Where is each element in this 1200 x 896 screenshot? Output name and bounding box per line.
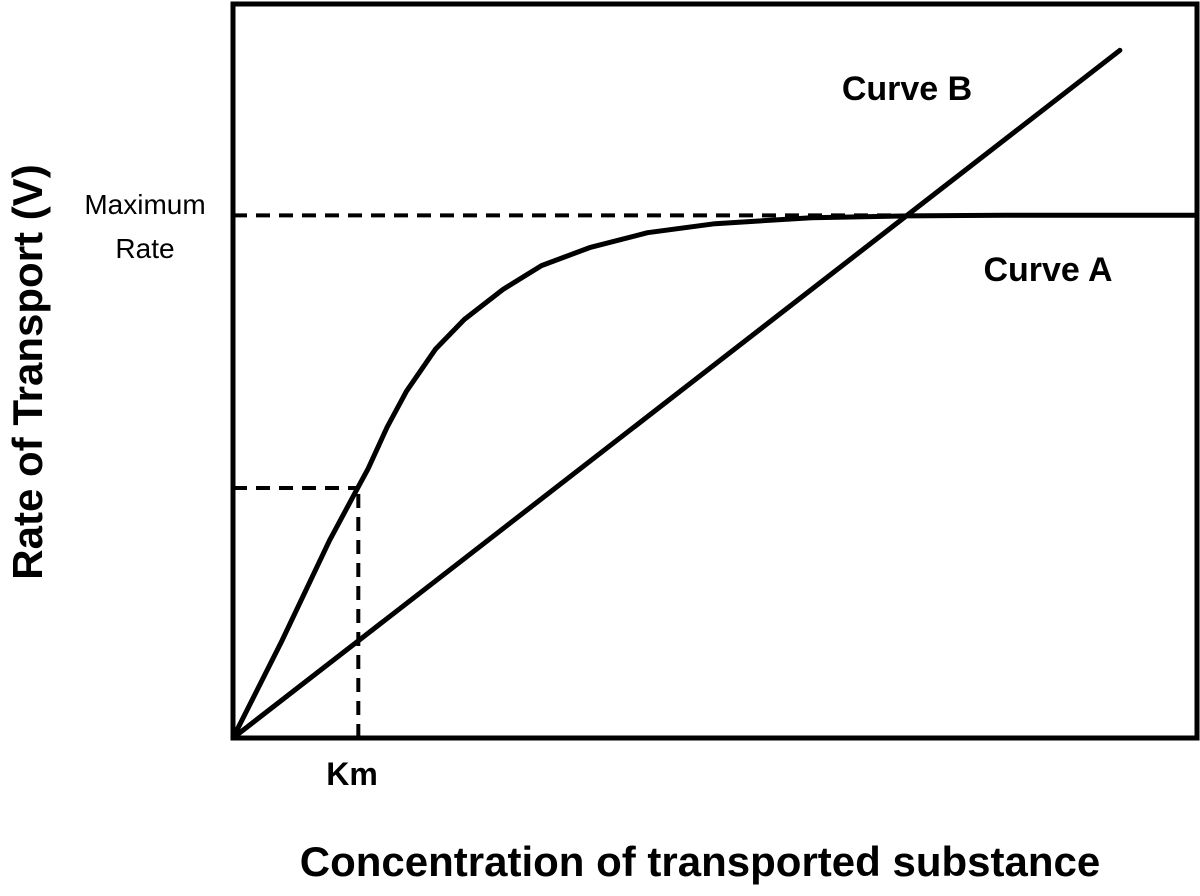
km-label: Km [326, 756, 378, 792]
series-lines [230, 47, 1200, 741]
series-line-b [230, 47, 1123, 741]
chart-frame [230, 1, 1200, 741]
series-line-a [230, 212, 1200, 741]
maximum-rate-label-line2: Rate [115, 233, 174, 264]
x-axis-label: Concentration of transported substance [300, 838, 1100, 885]
y-axis-label: Rate of Transport (V) [4, 164, 51, 579]
curve-b-label: Curve B [842, 70, 972, 108]
reference-lines [233, 213, 899, 738]
maximum-rate-label-line1: Maximum [84, 189, 205, 220]
curve-a-label: Curve A [983, 251, 1112, 289]
